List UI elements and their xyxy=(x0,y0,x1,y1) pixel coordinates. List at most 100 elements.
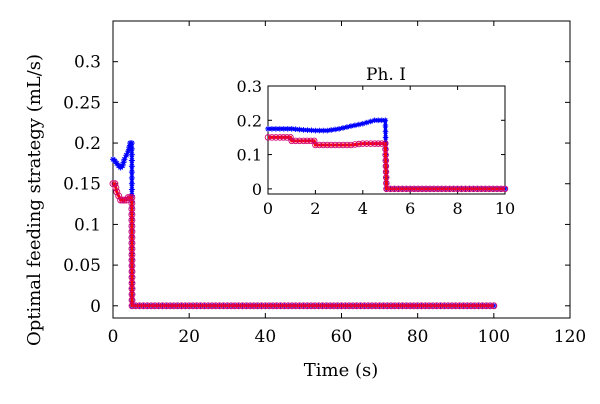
point-marker xyxy=(115,192,123,200)
point-marker xyxy=(330,302,338,310)
point-marker xyxy=(189,302,197,310)
point-marker xyxy=(128,180,135,187)
point-marker xyxy=(395,185,402,193)
point-marker xyxy=(418,302,425,310)
point-marker xyxy=(204,302,212,310)
point-marker xyxy=(292,302,300,310)
point-marker xyxy=(382,128,389,135)
point-marker xyxy=(402,302,410,310)
point-marker xyxy=(332,126,338,133)
point-marker xyxy=(288,302,296,310)
point-marker xyxy=(341,302,349,310)
x-tick-label: 4 xyxy=(358,199,368,218)
point-marker xyxy=(264,134,272,141)
point-marker xyxy=(410,185,418,193)
point-marker xyxy=(300,127,307,133)
point-marker xyxy=(482,302,490,310)
point-marker xyxy=(478,302,486,310)
point-marker xyxy=(347,141,355,149)
point-marker xyxy=(296,137,303,145)
point-marker xyxy=(216,302,224,310)
point-marker xyxy=(315,302,323,310)
point-marker xyxy=(414,302,422,310)
point-marker xyxy=(430,185,438,193)
point-marker xyxy=(463,302,471,310)
inset-ticks: 0 2 4 6 8 10 0 0.1 0.2 0.3 xyxy=(237,77,516,218)
point-marker xyxy=(383,185,390,193)
point-marker xyxy=(382,134,389,141)
point-marker xyxy=(367,140,374,147)
point-marker xyxy=(193,302,201,310)
point-marker xyxy=(357,302,364,310)
point-marker xyxy=(316,141,323,149)
point-marker xyxy=(292,137,299,145)
y-tick-label: 0.2 xyxy=(237,111,262,130)
point-marker xyxy=(338,302,345,310)
point-marker xyxy=(355,140,363,148)
point-marker xyxy=(433,302,441,310)
x-tick-label: 6 xyxy=(405,199,415,218)
point-marker xyxy=(235,302,243,310)
point-marker xyxy=(288,137,295,145)
x-tick-label: 120 xyxy=(554,327,586,347)
x-tick-label: 60 xyxy=(331,327,353,347)
point-marker xyxy=(391,302,399,310)
series-circle xyxy=(264,134,509,193)
point-marker xyxy=(328,127,334,133)
point-marker xyxy=(223,302,231,310)
inset-title: Ph. I xyxy=(366,65,406,85)
point-marker xyxy=(140,302,147,310)
point-marker xyxy=(128,157,135,164)
point-marker xyxy=(414,185,422,193)
point-marker xyxy=(261,302,269,310)
point-marker xyxy=(474,185,481,193)
point-marker xyxy=(277,126,283,132)
point-marker xyxy=(311,302,319,310)
point-marker xyxy=(442,185,450,193)
x-tick-label: 40 xyxy=(255,327,277,347)
y-tick-label: 0.1 xyxy=(74,215,101,235)
y-tick-label: 0 xyxy=(252,180,262,199)
point-marker xyxy=(132,302,140,310)
point-marker xyxy=(128,151,135,158)
point-marker xyxy=(312,141,319,149)
point-marker xyxy=(119,196,126,204)
y-tick-label: 0.25 xyxy=(63,93,101,113)
point-marker xyxy=(456,302,464,310)
point-marker xyxy=(382,117,389,124)
x-tick-label: 20 xyxy=(178,327,200,347)
point-marker xyxy=(299,302,307,310)
point-marker xyxy=(398,302,406,310)
y-tick-label: 0.3 xyxy=(237,77,262,96)
point-marker xyxy=(280,134,287,141)
point-marker xyxy=(200,302,208,310)
point-marker xyxy=(462,185,469,193)
point-marker xyxy=(280,302,288,310)
x-tick-label: 100 xyxy=(478,327,510,347)
point-marker xyxy=(320,141,327,149)
y-tick-label: 0 xyxy=(90,297,101,317)
point-marker xyxy=(322,302,330,310)
point-marker xyxy=(501,185,509,193)
point-marker xyxy=(178,302,186,310)
point-marker xyxy=(467,302,475,310)
point-marker xyxy=(444,302,452,310)
point-marker xyxy=(147,302,155,310)
point-marker xyxy=(181,302,189,310)
point-marker xyxy=(438,185,446,193)
point-marker xyxy=(486,302,494,310)
point-marker xyxy=(448,302,456,310)
y-tick-label: 0.1 xyxy=(237,146,262,165)
inset-series xyxy=(264,117,509,193)
point-marker xyxy=(470,185,477,193)
series-circle xyxy=(109,180,498,310)
point-marker xyxy=(360,302,368,310)
point-marker xyxy=(166,302,174,310)
point-marker xyxy=(406,185,414,193)
point-marker xyxy=(356,121,362,128)
point-marker xyxy=(159,302,166,310)
point-marker xyxy=(283,134,291,141)
series-line xyxy=(268,135,505,191)
